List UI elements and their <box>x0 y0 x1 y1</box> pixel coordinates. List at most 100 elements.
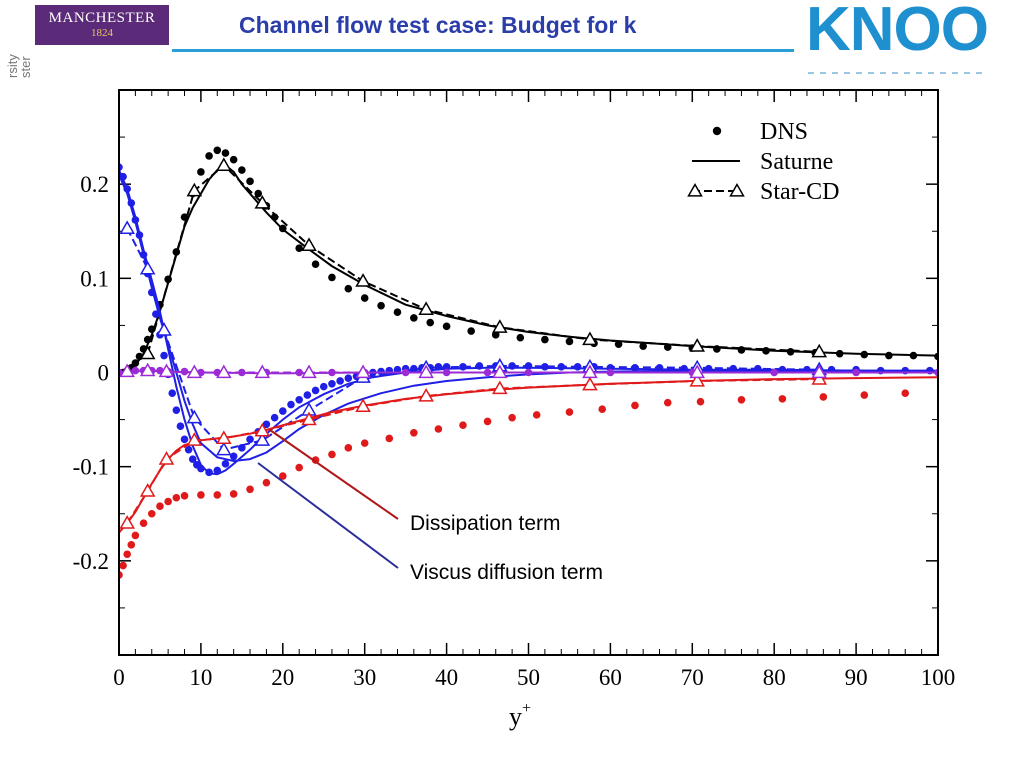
data-point <box>410 428 418 437</box>
data-point <box>442 322 451 331</box>
triangle-marker <box>119 363 135 378</box>
triangle-marker <box>582 376 598 391</box>
y-tick-label: 0 <box>98 361 110 386</box>
data-point <box>238 444 246 452</box>
series-dissipation_dns <box>119 389 910 579</box>
data-point <box>639 342 647 350</box>
annotation-pointer <box>257 462 399 569</box>
x-tick-label: 80 <box>763 665 786 690</box>
data-point <box>295 463 303 472</box>
series-production_starcd <box>139 157 828 360</box>
data-point <box>139 519 148 527</box>
legend-label: Saturne <box>760 149 833 175</box>
x-tick-label: 0 <box>113 665 125 690</box>
data-point <box>262 420 271 429</box>
data-point <box>311 260 320 269</box>
data-point <box>901 389 910 398</box>
data-point <box>246 177 254 186</box>
data-point <box>229 452 238 461</box>
annotation-dissipation: Dissipation term <box>269 429 561 535</box>
triangle-marker <box>216 430 232 445</box>
data-point <box>229 155 238 164</box>
triangle-marker <box>418 388 434 402</box>
data-point <box>565 408 574 416</box>
x-axis-label: y+ <box>509 700 531 731</box>
legend-triangle <box>687 182 703 197</box>
triangle-marker <box>689 338 706 352</box>
x-tick-label: 20 <box>271 665 294 690</box>
triangle-marker <box>139 260 156 275</box>
data-point <box>119 561 127 570</box>
data-point <box>262 478 271 487</box>
data-point <box>434 425 443 433</box>
university-logo: MANCHESTER 1824 <box>35 5 169 45</box>
data-point <box>696 397 705 406</box>
data-point <box>360 439 369 447</box>
data-point <box>737 396 746 404</box>
data-point <box>205 152 213 160</box>
series-line <box>119 174 938 463</box>
data-point <box>160 351 168 360</box>
data-point <box>156 502 164 511</box>
data-point <box>221 149 230 157</box>
triangle-marker <box>216 157 232 171</box>
data-point <box>532 411 541 419</box>
x-tick-label: 40 <box>435 665 458 690</box>
data-point <box>180 435 189 444</box>
data-point <box>459 421 467 430</box>
y-tick-label: 0.2 <box>80 172 109 197</box>
x-tick-label: 90 <box>845 665 868 690</box>
data-point <box>426 318 435 327</box>
data-point <box>213 146 222 155</box>
triangle-marker <box>301 237 317 251</box>
triangle-marker <box>355 398 371 413</box>
series-dissipation_saturne <box>119 376 938 534</box>
data-point <box>246 435 254 444</box>
data-point <box>127 541 136 549</box>
triangle-marker <box>254 422 271 437</box>
data-point <box>328 380 336 388</box>
data-point <box>246 485 254 494</box>
data-point <box>410 314 418 322</box>
data-point <box>614 340 623 349</box>
data-point <box>360 294 369 302</box>
triangle-marker <box>254 194 271 209</box>
triangle-marker <box>119 515 135 529</box>
triangle-marker <box>139 362 156 377</box>
series-line <box>119 169 938 476</box>
y-tick-label: 0.1 <box>80 266 109 291</box>
triangle-marker <box>492 319 508 333</box>
triangle-marker <box>418 364 434 379</box>
triangle-marker <box>582 331 598 346</box>
x-tick-label: 60 <box>599 665 622 690</box>
data-point <box>197 491 205 499</box>
brand-logo-subline <box>808 72 998 78</box>
triangle-marker <box>811 343 828 358</box>
legend-label: Star-CD <box>760 179 840 205</box>
data-point <box>631 401 639 410</box>
triangle-marker <box>139 345 156 360</box>
triangle-marker <box>301 411 317 426</box>
series-other_starcd <box>119 362 828 379</box>
annotation-viscous-diffusion: Viscus diffusion term <box>257 462 603 584</box>
data-point <box>176 422 185 430</box>
data-point <box>131 531 140 540</box>
data-point <box>344 444 353 452</box>
data-point <box>180 213 189 221</box>
data-point <box>319 382 328 391</box>
data-point <box>172 406 181 414</box>
data-point <box>188 455 197 463</box>
legend-item: DNS <box>712 119 808 145</box>
data-point <box>344 284 353 293</box>
data-point <box>344 374 353 382</box>
triangle-marker <box>254 364 271 379</box>
triangle-marker <box>216 364 232 379</box>
data-point <box>516 333 525 342</box>
triangle-marker <box>811 371 828 385</box>
data-point <box>385 434 394 443</box>
legend-dot <box>712 126 722 136</box>
data-point <box>303 391 312 399</box>
triangle-marker <box>186 432 203 446</box>
data-point <box>778 395 787 403</box>
